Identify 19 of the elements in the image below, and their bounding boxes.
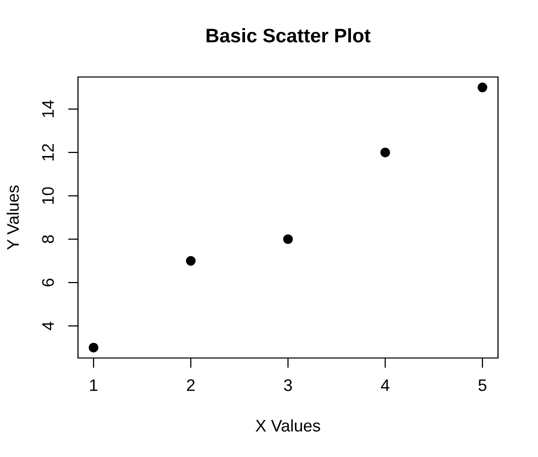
y-tick-label: 12 <box>42 144 54 160</box>
x-tick-label: 1 <box>90 379 98 391</box>
x-tick-label: 5 <box>478 379 486 392</box>
point <box>478 82 488 92</box>
point <box>380 148 390 158</box>
y-tick-label: 10 <box>42 187 54 204</box>
x-tick-label: 4 <box>380 379 390 391</box>
chart-title: Basic Scatter Plot <box>206 28 370 42</box>
y-tick-label: 14 <box>42 100 54 118</box>
x-axis-title: X Values <box>256 419 320 432</box>
y-axis-title: Y Values <box>6 186 19 250</box>
y-tick-label: 8 <box>42 235 54 244</box>
x-tick-label: 2 <box>186 379 195 391</box>
point <box>186 256 196 266</box>
point <box>283 234 293 244</box>
point <box>88 342 98 352</box>
y-tick-label: 6 <box>42 278 54 286</box>
x-tick-label: 3 <box>284 379 292 392</box>
y-tick-label: 4 <box>42 322 54 330</box>
